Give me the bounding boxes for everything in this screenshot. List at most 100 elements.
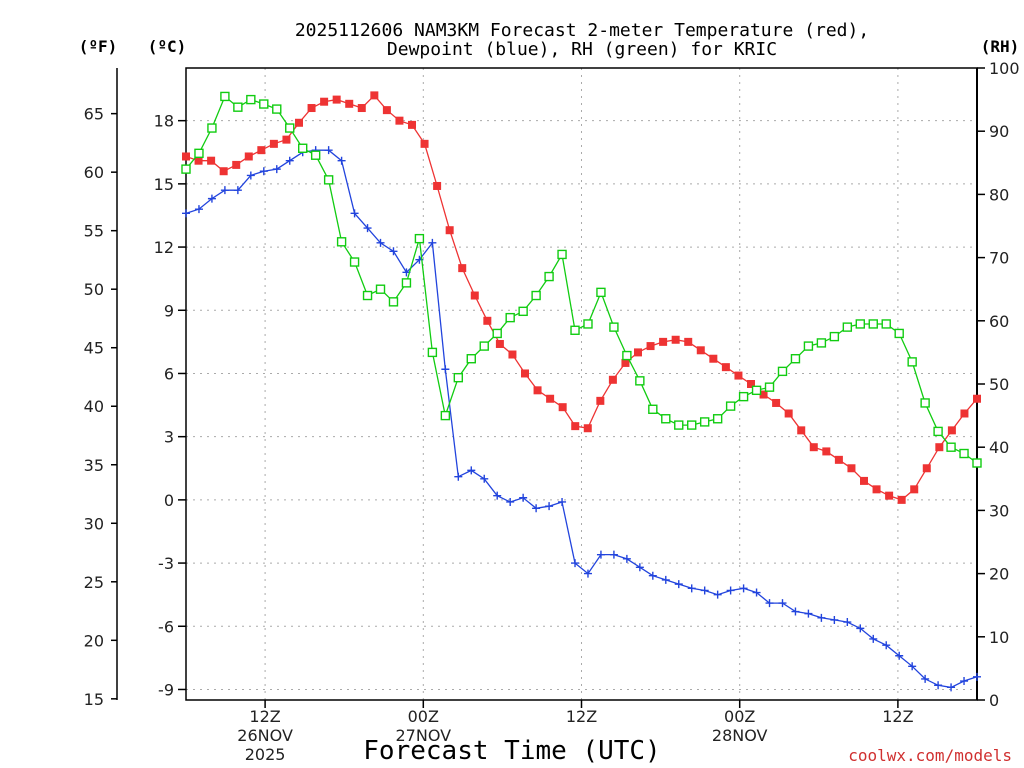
temperature-point (182, 152, 190, 161)
dewpoint-point (467, 466, 476, 475)
time-tick-label: 12Z (882, 707, 913, 726)
chart-title-line1: 2025112606 NAM3KM Forecast 2-meter Tempe… (295, 20, 869, 41)
temperature-point (571, 422, 580, 431)
dewpoint-point (843, 618, 852, 627)
dewpoint-point (583, 569, 592, 578)
time-tick-label: 00Z (724, 707, 755, 726)
dewpoint-point (817, 613, 826, 622)
dewpoint-point (350, 209, 359, 218)
rh-tick-label: 50 (989, 375, 1009, 394)
dewpoint-point (571, 559, 580, 568)
temperature-point (822, 447, 831, 456)
grid-lines (186, 68, 977, 700)
temperature-point (646, 342, 655, 351)
temperature-point (420, 139, 429, 148)
temperature-point (445, 226, 454, 235)
x-axis-label: Forecast Time (UTC) (363, 736, 660, 766)
temperature-point (282, 135, 291, 144)
relative-point (298, 143, 308, 153)
dewpoint-point (324, 146, 333, 155)
temperature-point (558, 403, 567, 412)
year-tick-label: 2025 (245, 745, 286, 764)
chart-title-line2: Dewpoint (blue), RH (green) for KRIC (387, 39, 777, 60)
dewpoint-point (194, 205, 203, 214)
fahrenheit-tick-label: 45 (84, 339, 104, 358)
dewpoint-point (934, 681, 943, 690)
relative-point (648, 404, 658, 414)
relative-point (492, 328, 502, 339)
relative-point (635, 376, 645, 386)
dewpoint-point (596, 550, 605, 559)
celsius-tick-label: 12 (154, 238, 174, 257)
relative-point (362, 290, 373, 301)
temperature-point (621, 358, 630, 367)
celsius-tick-label: 15 (154, 175, 174, 194)
relative-point (609, 322, 619, 332)
date-tick-label: 27NOV (396, 726, 452, 745)
temperature-point (320, 97, 329, 106)
rh-unit-label: (RH) (981, 37, 1020, 56)
fahrenheit-tick-label: 55 (84, 222, 104, 241)
fahrenheit-tick-label: 65 (84, 105, 104, 124)
celsius-tick-label: -9 (158, 680, 174, 699)
relative-point (920, 398, 930, 408)
rh-tick-label: 70 (989, 249, 1009, 268)
dewpoint-point (182, 209, 190, 218)
temperature-point (772, 398, 781, 407)
dewpoint-point (622, 554, 631, 563)
rh-tick-label: 90 (989, 122, 1009, 141)
relative-point (712, 414, 723, 424)
temperature-point (295, 118, 303, 127)
rh-tick-label: 100 (989, 59, 1020, 78)
temperature-point (847, 464, 856, 473)
dewpoint-point (674, 580, 683, 589)
temperature-point (521, 369, 529, 378)
relative-point (323, 175, 334, 185)
relative-point (336, 237, 347, 247)
temperature-point (709, 354, 718, 363)
dewpoint-point (285, 156, 294, 165)
temperature-point (834, 455, 843, 464)
relative-point (544, 271, 554, 282)
relative-point (661, 414, 671, 424)
temperature-point (684, 337, 693, 346)
temperature-point (408, 120, 416, 129)
temperature-point (696, 346, 705, 355)
source-credit: coolwx.com/models (848, 746, 1012, 765)
relative-point (842, 322, 853, 332)
temperature-point (533, 386, 542, 395)
dewpoint-point (337, 156, 346, 165)
temperature-point (608, 375, 617, 384)
dewpoint-point (752, 588, 761, 597)
dewpoint-point (259, 167, 268, 176)
relative-point (220, 91, 230, 102)
dewpoint-point (830, 615, 839, 624)
relative-point (440, 410, 451, 421)
dewpoint-point (480, 474, 489, 483)
relative-point (725, 401, 736, 411)
temperature-point (759, 390, 768, 399)
temperature-point (809, 443, 818, 452)
dewpoint-point (713, 590, 722, 599)
temperature-point (219, 167, 228, 176)
temperature-point (659, 337, 668, 346)
dewpoint-point (960, 677, 969, 686)
time-tick-label: 00Z (408, 707, 439, 726)
temperature-point (207, 156, 216, 165)
dewpoint-point (207, 194, 216, 203)
relative-point (181, 164, 191, 174)
temperature-point (483, 316, 492, 325)
relative-point (414, 233, 425, 244)
dewpoint-point (973, 672, 981, 681)
relative-point (894, 328, 904, 339)
relative-point (881, 319, 891, 329)
dewpoint-point (648, 571, 657, 580)
dewpoint-point (635, 563, 644, 572)
temperature-point (357, 104, 366, 113)
time-tick-label: 12Z (249, 707, 280, 726)
relative-point (285, 123, 295, 133)
dewpoint-point (246, 171, 255, 180)
temperature-point (897, 495, 906, 504)
